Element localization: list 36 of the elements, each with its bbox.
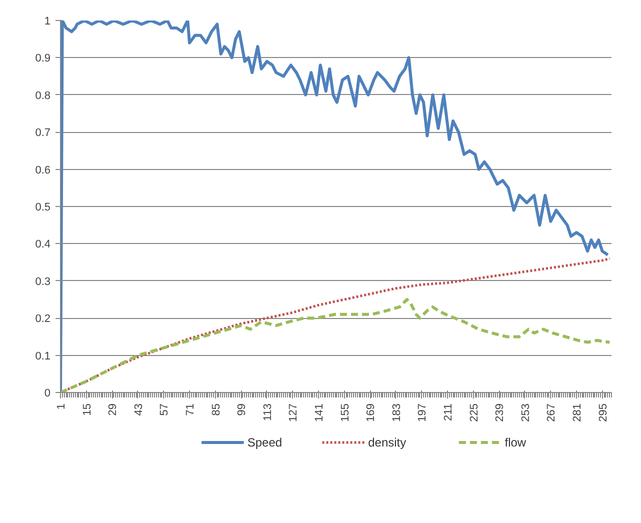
x-tick-label: 99 bbox=[236, 403, 248, 416]
x-tick-label: 183 bbox=[390, 403, 403, 422]
x-tick-label: 253 bbox=[520, 403, 532, 422]
y-tick-label: 0.8 bbox=[35, 90, 51, 102]
x-tick-label: 141 bbox=[313, 403, 326, 422]
x-tick-label: 295 bbox=[597, 403, 610, 422]
legend-label: density bbox=[368, 436, 406, 450]
legend-label: flow bbox=[504, 436, 526, 450]
y-tick-label: 1 bbox=[44, 16, 51, 28]
y-tick-label: 0.5 bbox=[35, 202, 51, 214]
x-tick-label: 267 bbox=[546, 403, 558, 422]
x-tick-label: 113 bbox=[262, 403, 274, 422]
y-tick-label: 0.4 bbox=[35, 238, 51, 251]
x-tick-label: 29 bbox=[107, 403, 120, 416]
x-tick-label: 239 bbox=[494, 403, 506, 422]
y-tick-label: 0.7 bbox=[35, 127, 51, 140]
x-tick-label: 43 bbox=[132, 403, 145, 416]
x-tick-label: 211 bbox=[442, 403, 454, 422]
y-tick-label: 0.6 bbox=[35, 164, 51, 176]
x-tick-label: 127 bbox=[288, 403, 300, 422]
x-tick-label: 15 bbox=[81, 403, 94, 416]
x-tick-label: 85 bbox=[210, 403, 222, 416]
x-tick-label: 169 bbox=[365, 403, 378, 422]
y-tick-label: 0.1 bbox=[35, 350, 51, 362]
y-tick-label: 0.2 bbox=[35, 313, 51, 326]
x-tick-label: 225 bbox=[468, 403, 480, 422]
x-tick-label: 1 bbox=[56, 403, 68, 410]
x-tick-label: 155 bbox=[339, 403, 352, 422]
x-tick-label: 57 bbox=[158, 403, 171, 416]
x-tick-label: 71 bbox=[184, 403, 196, 416]
y-tick-label: 0.3 bbox=[35, 276, 51, 288]
x-tick-label: 197 bbox=[416, 403, 429, 422]
legend-label: Speed bbox=[247, 436, 282, 450]
y-tick-label: 0 bbox=[44, 388, 51, 400]
x-tick-label: 281 bbox=[571, 403, 584, 422]
y-tick-label: 0.9 bbox=[35, 52, 51, 65]
